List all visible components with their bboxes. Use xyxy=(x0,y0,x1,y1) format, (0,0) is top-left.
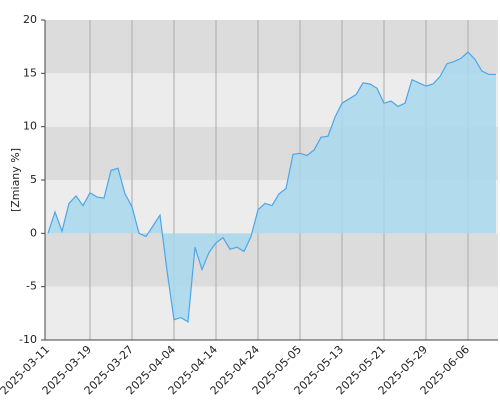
area xyxy=(48,52,496,322)
y-tick-label: 20 xyxy=(23,13,37,26)
background-band xyxy=(45,20,498,74)
y-tick-label: 15 xyxy=(23,66,37,79)
y-tick-label: 10 xyxy=(23,120,37,133)
line xyxy=(47,51,496,323)
background-band xyxy=(45,286,498,340)
y-tick-label: -10 xyxy=(19,333,37,346)
y-tick-label: -5 xyxy=(26,280,37,293)
y-tick-label: 5 xyxy=(30,173,37,186)
y-tick-label: 0 xyxy=(30,226,37,239)
y-axis-label: [Zmiany %] xyxy=(9,148,22,212)
background-band xyxy=(45,233,498,287)
